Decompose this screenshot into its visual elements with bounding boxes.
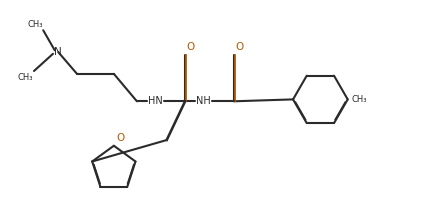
Text: CH₃: CH₃ <box>27 20 42 29</box>
Text: CH₃: CH₃ <box>18 73 33 82</box>
Text: CH₃: CH₃ <box>352 95 367 104</box>
Text: O: O <box>187 42 195 52</box>
Text: O: O <box>235 42 244 52</box>
Text: NH: NH <box>196 96 211 106</box>
Text: N: N <box>54 47 62 57</box>
Text: O: O <box>116 133 125 143</box>
Text: HN: HN <box>148 96 163 106</box>
